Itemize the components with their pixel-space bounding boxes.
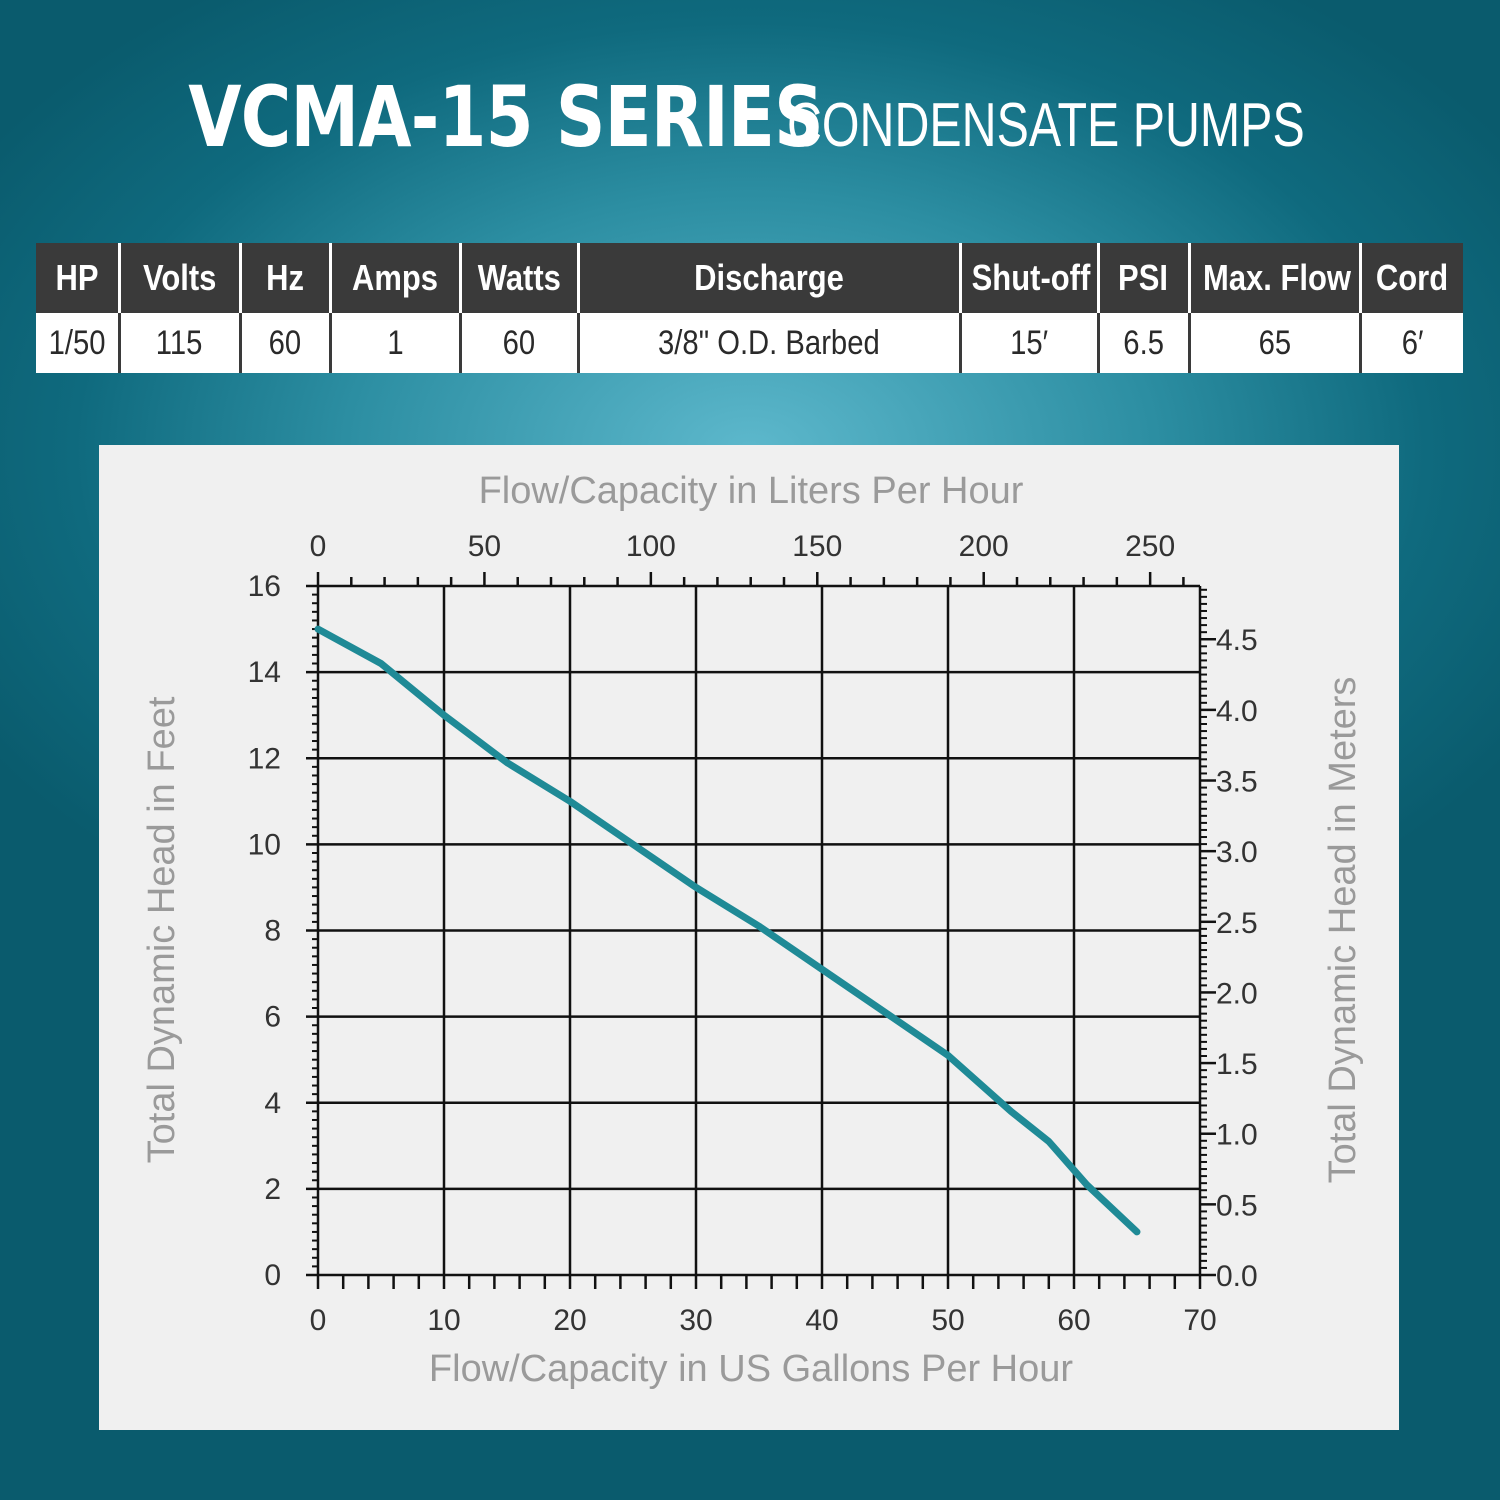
- y-tick-label: 10: [248, 828, 281, 861]
- y-tick-label: 14: [248, 656, 281, 689]
- specs-value-cell: 6.5: [1096, 313, 1189, 373]
- specs-header-cell: PSI: [1096, 243, 1189, 313]
- page-title: VCMA-15 SERIES CONDENSATE PUMPS: [0, 68, 1500, 166]
- chart-panel: Flow/Capacity in Liters Per Hour Flow/Ca…: [99, 445, 1399, 1430]
- specs-value-cell: 1: [328, 313, 460, 373]
- x2-tick-label: 250: [1125, 530, 1175, 563]
- y-tick-label: 12: [248, 742, 281, 775]
- x-tick-label: 50: [931, 1304, 964, 1337]
- x-tick-label: 0: [310, 1304, 327, 1337]
- specs-value-cell: 15′: [958, 313, 1098, 373]
- x2-tick-label: 0: [310, 530, 327, 563]
- specs-value-cell: 60: [458, 313, 578, 373]
- x-tick-label: 30: [679, 1304, 712, 1337]
- specs-value-row: 1/50 115 60 1 60 3/8" O.D. Barbed 15′ 6.…: [36, 313, 1463, 373]
- y-tick-label: 6: [264, 1001, 281, 1034]
- y-axis-title: Total Dynamic Head in Feet: [141, 696, 183, 1163]
- x-tick-label: 40: [805, 1304, 838, 1337]
- specs-header-cell: Volts: [117, 243, 240, 313]
- y2-tick-label: 3.0: [1216, 836, 1258, 869]
- y2-tick-label: 1.5: [1216, 1048, 1258, 1081]
- y2-tick-label: 4.5: [1216, 624, 1258, 657]
- title-main: VCMA-15 SERIES: [188, 68, 823, 166]
- specs-header-cell: Max. Flow: [1187, 243, 1360, 313]
- x-axis-title: Flow/Capacity in US Gallons Per Hour: [429, 1348, 1073, 1390]
- x-tick-label: 10: [427, 1304, 460, 1337]
- x2-tick-label: 50: [468, 530, 501, 563]
- specs-value-cell: 1/50: [36, 313, 119, 373]
- y-tick-label: 2: [264, 1173, 281, 1206]
- title-sub: CONDENSATE PUMPS: [787, 91, 1306, 160]
- specs-value-cell: 3/8" O.D. Barbed: [576, 313, 960, 373]
- y-tick-label: 4: [264, 1087, 281, 1120]
- specs-header-cell: Hz: [238, 243, 330, 313]
- specs-header-cell: Watts: [458, 243, 578, 313]
- specs-value-cell: 60: [238, 313, 330, 373]
- specs-header-cell: Shut-off: [958, 243, 1098, 313]
- y2-tick-label: 0.0: [1216, 1260, 1258, 1293]
- y2-tick-label: 3.5: [1216, 766, 1258, 799]
- specs-header-cell: Amps: [328, 243, 460, 313]
- y-tick-label: 8: [264, 915, 281, 948]
- y-tick-label: 0: [264, 1259, 281, 1292]
- specs-value-cell: 115: [117, 313, 240, 373]
- specs-header-cell: HP: [36, 243, 119, 313]
- y-tick-label: 16: [248, 570, 281, 603]
- performance-chart: Flow/Capacity in Liters Per Hour Flow/Ca…: [141, 470, 1364, 1390]
- y2-tick-label: 4.0: [1216, 695, 1258, 728]
- x2-tick-label: 200: [959, 530, 1009, 563]
- performance-curve: [314, 625, 1141, 1236]
- x2-axis-title: Flow/Capacity in Liters Per Hour: [479, 470, 1024, 512]
- y2-tick-label: 1.0: [1216, 1119, 1258, 1152]
- x2-tick-label: 100: [626, 530, 676, 563]
- x-tick-label: 60: [1057, 1304, 1090, 1337]
- specs-header-row: HP Volts Hz Amps Watts Discharge Shut-of…: [36, 243, 1463, 313]
- x2-tick-label: 150: [792, 530, 842, 563]
- y2-tick-label: 0.5: [1216, 1189, 1258, 1222]
- specs-value-cell: 65: [1187, 313, 1360, 373]
- x-tick-label: 70: [1183, 1304, 1216, 1337]
- specs-header-cell: Discharge: [576, 243, 960, 313]
- x-tick-label: 20: [553, 1304, 586, 1337]
- specs-header-cell: Cord: [1358, 243, 1463, 313]
- y2-axis-title: Total Dynamic Head in Meters: [1322, 677, 1364, 1184]
- specs-value-cell: 6′: [1358, 313, 1463, 373]
- specs-table: HP Volts Hz Amps Watts Discharge Shut-of…: [36, 243, 1463, 373]
- y2-tick-label: 2.5: [1216, 907, 1258, 940]
- y2-tick-label: 2.0: [1216, 977, 1258, 1010]
